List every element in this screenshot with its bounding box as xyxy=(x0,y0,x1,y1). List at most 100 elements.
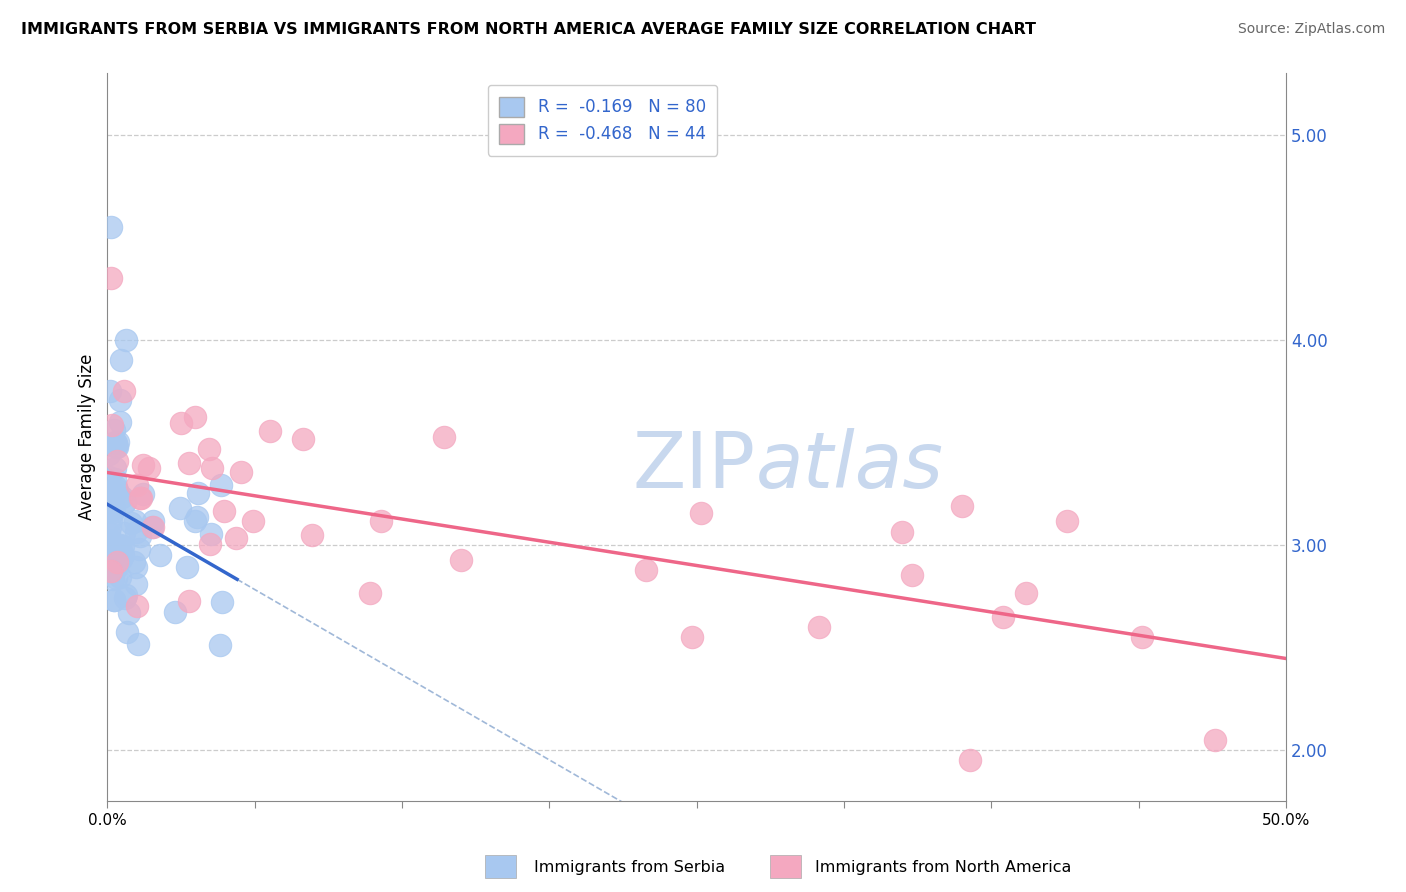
Point xyxy=(142,520,165,534)
Point xyxy=(97,533,120,548)
Point xyxy=(433,429,456,443)
Point xyxy=(101,484,124,499)
Point xyxy=(125,559,148,574)
Point xyxy=(103,424,125,438)
Point xyxy=(101,554,124,568)
Point xyxy=(259,424,281,438)
Point xyxy=(200,527,222,541)
Point xyxy=(103,485,125,500)
Point xyxy=(100,490,122,504)
Point xyxy=(104,435,127,450)
Point xyxy=(100,564,122,578)
Point xyxy=(212,504,235,518)
Point xyxy=(128,491,150,505)
Point xyxy=(101,500,124,514)
Point xyxy=(179,594,201,608)
Point xyxy=(681,630,703,644)
Point xyxy=(183,410,205,425)
Point xyxy=(98,384,121,398)
Y-axis label: Average Family Size: Average Family Size xyxy=(79,354,96,520)
Point xyxy=(108,570,131,584)
Point xyxy=(991,609,1014,624)
Point xyxy=(1130,631,1153,645)
Point xyxy=(291,433,314,447)
Point xyxy=(187,486,209,500)
Point xyxy=(97,539,120,553)
Point xyxy=(690,506,713,520)
Point xyxy=(186,509,208,524)
Point xyxy=(101,505,124,519)
Point xyxy=(1056,514,1078,528)
Text: atlas: atlas xyxy=(755,428,943,504)
Point xyxy=(98,533,121,547)
Point xyxy=(110,552,132,566)
Point xyxy=(209,638,232,652)
Point xyxy=(103,593,125,607)
Point xyxy=(101,572,124,586)
Point xyxy=(114,591,136,605)
Point xyxy=(891,524,914,539)
Point xyxy=(108,545,131,559)
Point xyxy=(115,625,138,640)
Point xyxy=(104,461,127,475)
Point xyxy=(100,498,122,512)
Point xyxy=(229,465,252,479)
Point xyxy=(103,592,125,607)
Point xyxy=(128,541,150,556)
Point xyxy=(201,461,224,475)
Point xyxy=(370,514,392,528)
Point xyxy=(1015,586,1038,600)
Point xyxy=(132,486,155,500)
Point xyxy=(98,520,121,534)
Point xyxy=(128,529,150,543)
Point xyxy=(101,548,124,562)
Point xyxy=(176,559,198,574)
Point xyxy=(105,483,128,498)
Point xyxy=(100,271,122,285)
Point xyxy=(108,539,131,553)
Point xyxy=(103,436,125,450)
Point xyxy=(125,599,148,614)
Point xyxy=(115,333,138,347)
Point xyxy=(301,528,323,542)
Point xyxy=(165,605,187,619)
Point xyxy=(184,514,207,528)
Point xyxy=(104,480,127,494)
Point xyxy=(149,548,172,562)
Point xyxy=(142,514,165,528)
Point xyxy=(112,384,135,398)
Point xyxy=(114,494,136,508)
Point xyxy=(112,526,135,541)
Point xyxy=(141,520,163,534)
Text: Immigrants from North America: Immigrants from North America xyxy=(815,861,1071,875)
Point xyxy=(225,531,247,545)
Point xyxy=(901,568,924,582)
Point xyxy=(105,571,128,585)
Point xyxy=(105,561,128,575)
Point xyxy=(111,539,134,553)
Point xyxy=(122,555,145,569)
Text: Source: ZipAtlas.com: Source: ZipAtlas.com xyxy=(1237,22,1385,37)
Point xyxy=(125,478,148,492)
Text: Immigrants from Serbia: Immigrants from Serbia xyxy=(534,861,725,875)
Point xyxy=(112,548,135,562)
Point xyxy=(242,514,264,528)
Point xyxy=(110,392,132,407)
Point xyxy=(198,442,221,456)
Point xyxy=(107,434,129,449)
Point xyxy=(108,415,131,429)
Point xyxy=(450,553,472,567)
Point xyxy=(950,499,973,513)
Point xyxy=(808,620,831,634)
Point xyxy=(103,559,125,574)
Point xyxy=(118,607,141,621)
Point xyxy=(1204,732,1226,747)
Text: IMMIGRANTS FROM SERBIA VS IMMIGRANTS FROM NORTH AMERICA AVERAGE FAMILY SIZE CORR: IMMIGRANTS FROM SERBIA VS IMMIGRANTS FRO… xyxy=(21,22,1036,37)
Point xyxy=(198,537,221,551)
Point xyxy=(120,516,142,531)
Point xyxy=(124,514,146,528)
Point xyxy=(127,637,149,651)
Point xyxy=(114,495,136,509)
Point xyxy=(100,502,122,516)
Point xyxy=(100,513,122,527)
